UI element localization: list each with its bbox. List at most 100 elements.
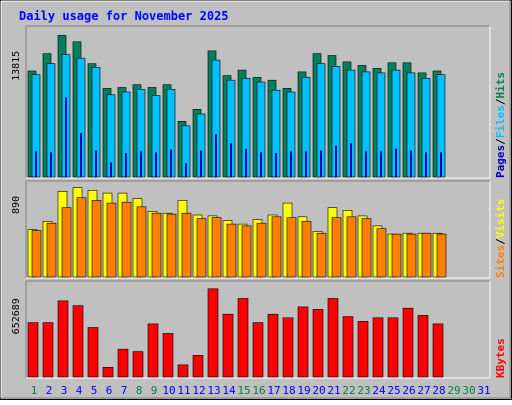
day-label-20: 20 xyxy=(312,384,325,397)
bar-sites-day-28 xyxy=(436,233,447,278)
bar-pages-day-10 xyxy=(170,149,172,177)
bar-sites-day-17 xyxy=(271,216,282,278)
day-label-4: 4 xyxy=(76,384,83,397)
bar-pages-day-23 xyxy=(365,151,367,177)
bar-pages-day-21 xyxy=(335,145,337,177)
bar-kbytes-day-21 xyxy=(327,298,339,378)
day-label-25: 25 xyxy=(387,384,400,397)
axis-label-separator: / xyxy=(494,238,507,245)
bar-pages-day-16 xyxy=(260,152,262,177)
bar-sites-day-3 xyxy=(61,207,72,278)
day-axis: 1 2 3 4 5 6 7 8 9 10 11 12 13 14 15 16 17 18 19 20 21 22 23 24 2… xyxy=(31,384,491,397)
bar-kbytes-day-5 xyxy=(87,327,99,378)
bar-pages-day-1 xyxy=(35,151,37,177)
day-label-12: 12 xyxy=(192,384,205,397)
day-label-28: 28 xyxy=(432,384,445,397)
bar-pages-day-22 xyxy=(350,143,352,177)
bar-pages-day-18 xyxy=(290,151,292,177)
day-label-13: 13 xyxy=(207,384,220,397)
bar-sites-day-23 xyxy=(361,218,372,278)
axis-label-separator: / xyxy=(494,98,507,105)
bar-pages-day-26 xyxy=(410,150,412,177)
axis-label-pages: Pages xyxy=(494,145,507,178)
panel-visits-sites: 890 Sites/Visits xyxy=(11,180,507,279)
day-label-2: 2 xyxy=(46,384,53,397)
bar-sites-day-1 xyxy=(31,230,42,278)
day-label-15: 15 xyxy=(237,384,250,397)
bar-sites-day-11 xyxy=(181,212,192,278)
bar-sites-day-25 xyxy=(391,233,402,278)
bar-kbytes-day-13 xyxy=(207,288,219,378)
bar-pages-day-24 xyxy=(380,151,382,177)
bar-sites-day-20 xyxy=(316,232,327,278)
day-label-1: 1 xyxy=(31,384,38,397)
axis-label-visits: Visits xyxy=(494,199,507,239)
bar-kbytes-day-18 xyxy=(282,317,294,378)
day-label-23: 23 xyxy=(357,384,370,397)
bar-kbytes-day-22 xyxy=(342,316,354,378)
bar-pages-day-8 xyxy=(140,151,142,177)
bar-sites-day-12 xyxy=(196,218,207,278)
bar-pages-day-5 xyxy=(95,150,97,177)
day-label-21: 21 xyxy=(327,384,340,397)
day-label-5: 5 xyxy=(91,384,98,397)
y-tick-label: 652689 xyxy=(11,298,22,334)
axis-label-separator: / xyxy=(494,138,507,145)
bar-sites-day-15 xyxy=(241,225,252,278)
day-label-3: 3 xyxy=(61,384,68,397)
bar-pages-day-25 xyxy=(395,148,397,177)
bar-pages-day-4 xyxy=(80,133,82,177)
y-tick-label: 13815 xyxy=(11,51,22,81)
axis-label-kbytes: KBytes xyxy=(494,338,507,378)
bar-kbytes-day-11 xyxy=(177,364,189,378)
bar-pages-day-13 xyxy=(215,134,217,177)
bar-pages-day-6 xyxy=(110,162,112,177)
bar-pages-day-14 xyxy=(230,143,232,177)
bar-sites-day-24 xyxy=(376,228,387,278)
bar-pages-day-11 xyxy=(185,163,187,177)
bar-sites-day-6 xyxy=(106,202,117,278)
day-label-30: 30 xyxy=(462,384,475,397)
bar-sites-day-19 xyxy=(301,221,312,278)
bar-sites-day-18 xyxy=(286,217,297,278)
axis-label-visits-sites: Sites/Visits xyxy=(494,199,507,279)
axis-label-sites: Sites xyxy=(494,245,507,278)
day-label-10: 10 xyxy=(162,384,175,397)
bar-kbytes-day-23 xyxy=(357,321,369,378)
bar-kbytes-day-25 xyxy=(387,317,399,378)
bar-sites-day-9 xyxy=(151,212,162,278)
bar-sites-day-4 xyxy=(76,197,87,278)
day-label-14: 14 xyxy=(222,384,236,397)
bar-kbytes-day-15 xyxy=(237,298,249,378)
bar-kbytes-day-9 xyxy=(147,323,159,378)
bar-sites-day-26 xyxy=(406,233,417,278)
day-label-16: 16 xyxy=(252,384,265,397)
chart-title: Daily usage for November 2025 xyxy=(19,9,229,23)
bar-pages-day-17 xyxy=(275,153,277,177)
bar-pages-day-7 xyxy=(125,153,127,177)
day-label-17: 17 xyxy=(267,384,280,397)
bar-sites-day-5 xyxy=(91,200,102,278)
day-label-8: 8 xyxy=(136,384,143,397)
bar-sites-day-10 xyxy=(166,213,177,278)
day-label-19: 19 xyxy=(297,384,310,397)
bar-sites-day-22 xyxy=(346,216,357,278)
bar-pages-day-27 xyxy=(425,152,427,177)
panel-kbytes: 652689 KBytes xyxy=(11,280,507,379)
bar-pages-day-19 xyxy=(305,151,307,177)
bar-kbytes-day-14 xyxy=(222,313,234,378)
day-label-24: 24 xyxy=(372,384,386,397)
bar-pages-day-12 xyxy=(200,150,202,177)
bar-sites-day-7 xyxy=(121,201,132,278)
bar-kbytes-day-16 xyxy=(252,322,264,378)
bar-kbytes-day-3 xyxy=(57,300,69,378)
day-label-26: 26 xyxy=(402,384,415,397)
y-tick-label: 890 xyxy=(11,196,22,214)
day-label-9: 9 xyxy=(151,384,158,397)
bar-pages-day-9 xyxy=(155,152,157,177)
bar-kbytes-day-26 xyxy=(402,307,414,378)
bar-kbytes-day-6 xyxy=(102,366,114,378)
bar-kbytes-day-12 xyxy=(192,354,204,378)
